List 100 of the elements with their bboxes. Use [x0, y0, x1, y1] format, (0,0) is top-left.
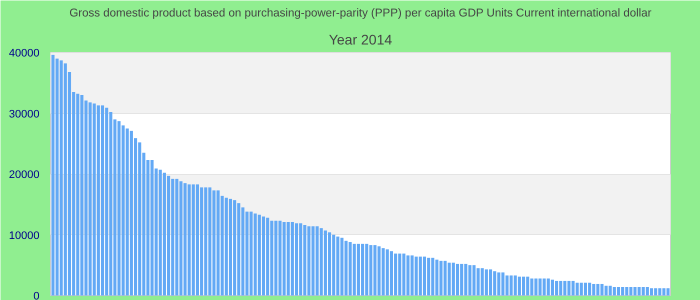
- bar: [608, 286, 612, 296]
- bar: [456, 264, 460, 296]
- bar: [196, 184, 199, 296]
- bar: [418, 256, 422, 296]
- bar: [56, 58, 59, 296]
- bar: [642, 286, 645, 296]
- bar: [394, 254, 398, 296]
- bar: [488, 269, 492, 296]
- bar: [365, 244, 368, 296]
- bar: [282, 222, 286, 296]
- bar: [224, 198, 228, 296]
- bar: [286, 222, 290, 296]
- bar: [162, 172, 166, 296]
- y-tick-label: 20000: [8, 169, 40, 181]
- bar: [596, 284, 600, 296]
- bar: [654, 288, 658, 296]
- bar: [241, 207, 244, 296]
- bar: [126, 128, 129, 296]
- bar: [633, 286, 637, 296]
- bar: [580, 282, 583, 296]
- bar: [600, 284, 604, 296]
- bar: [472, 265, 476, 296]
- bar: [646, 286, 649, 296]
- bar: [316, 226, 319, 296]
- bar: [452, 262, 455, 296]
- bar: [167, 176, 170, 296]
- bar: [361, 244, 364, 296]
- bar: [344, 240, 348, 296]
- bar: [204, 187, 208, 296]
- bar: [518, 276, 521, 296]
- bar: [510, 275, 513, 296]
- bar: [497, 272, 500, 296]
- bar: [192, 184, 195, 296]
- bar: [76, 94, 80, 296]
- bar: [555, 280, 558, 296]
- bar: [460, 264, 464, 296]
- bar: [270, 220, 274, 296]
- bar: [96, 105, 100, 296]
- bar: [592, 284, 596, 296]
- bar: [266, 218, 270, 296]
- bar: [662, 288, 666, 296]
- bar: [105, 108, 108, 296]
- bar: [328, 232, 332, 296]
- bar: [373, 245, 376, 296]
- bar: [616, 286, 620, 296]
- bar: [212, 190, 216, 296]
- bar: [402, 254, 406, 296]
- bar: [567, 280, 571, 296]
- bar: [250, 212, 253, 296]
- bar: [422, 256, 426, 296]
- bar: [439, 260, 443, 296]
- bar: [530, 278, 534, 296]
- bar: [390, 251, 394, 296]
- bar: [522, 276, 526, 296]
- y-tick-label: 0: [33, 290, 40, 300]
- bar: [534, 278, 538, 296]
- bar: [559, 280, 562, 296]
- bar: [179, 181, 182, 296]
- bar: [505, 275, 509, 296]
- bar: [480, 268, 484, 296]
- bar: [588, 282, 592, 296]
- bar: [340, 238, 344, 296]
- bar: [666, 288, 670, 296]
- bar: [184, 183, 187, 296]
- bar: [175, 178, 178, 296]
- bar: [658, 288, 662, 296]
- bar: [398, 254, 402, 296]
- bar: [122, 125, 125, 296]
- bar: [572, 280, 575, 296]
- bar: [386, 249, 389, 296]
- bar: [311, 226, 315, 296]
- bar: [514, 275, 517, 296]
- bar: [410, 255, 414, 296]
- bar: [332, 234, 336, 296]
- bar: [228, 198, 232, 296]
- bar: [117, 121, 121, 296]
- bar: [406, 255, 410, 296]
- bar: [216, 190, 220, 296]
- bar: [262, 216, 266, 296]
- bar: [237, 203, 240, 296]
- bar: [563, 280, 566, 296]
- bar: [448, 262, 451, 296]
- bar: [51, 54, 55, 296]
- bar: [171, 178, 174, 296]
- bar: [550, 280, 554, 296]
- bar: [299, 223, 302, 296]
- bar: [484, 269, 488, 296]
- bar: [233, 200, 236, 296]
- bar: [612, 286, 616, 296]
- bar: [278, 220, 282, 296]
- y-tick-label: 10000: [8, 230, 40, 242]
- bar: [92, 104, 96, 296]
- bar: [274, 220, 278, 296]
- bar: [320, 228, 323, 296]
- bar: [290, 222, 294, 296]
- bar: [80, 95, 84, 296]
- bar: [109, 112, 112, 296]
- bar: [348, 242, 352, 296]
- bar: [356, 244, 360, 296]
- bar: [254, 213, 257, 296]
